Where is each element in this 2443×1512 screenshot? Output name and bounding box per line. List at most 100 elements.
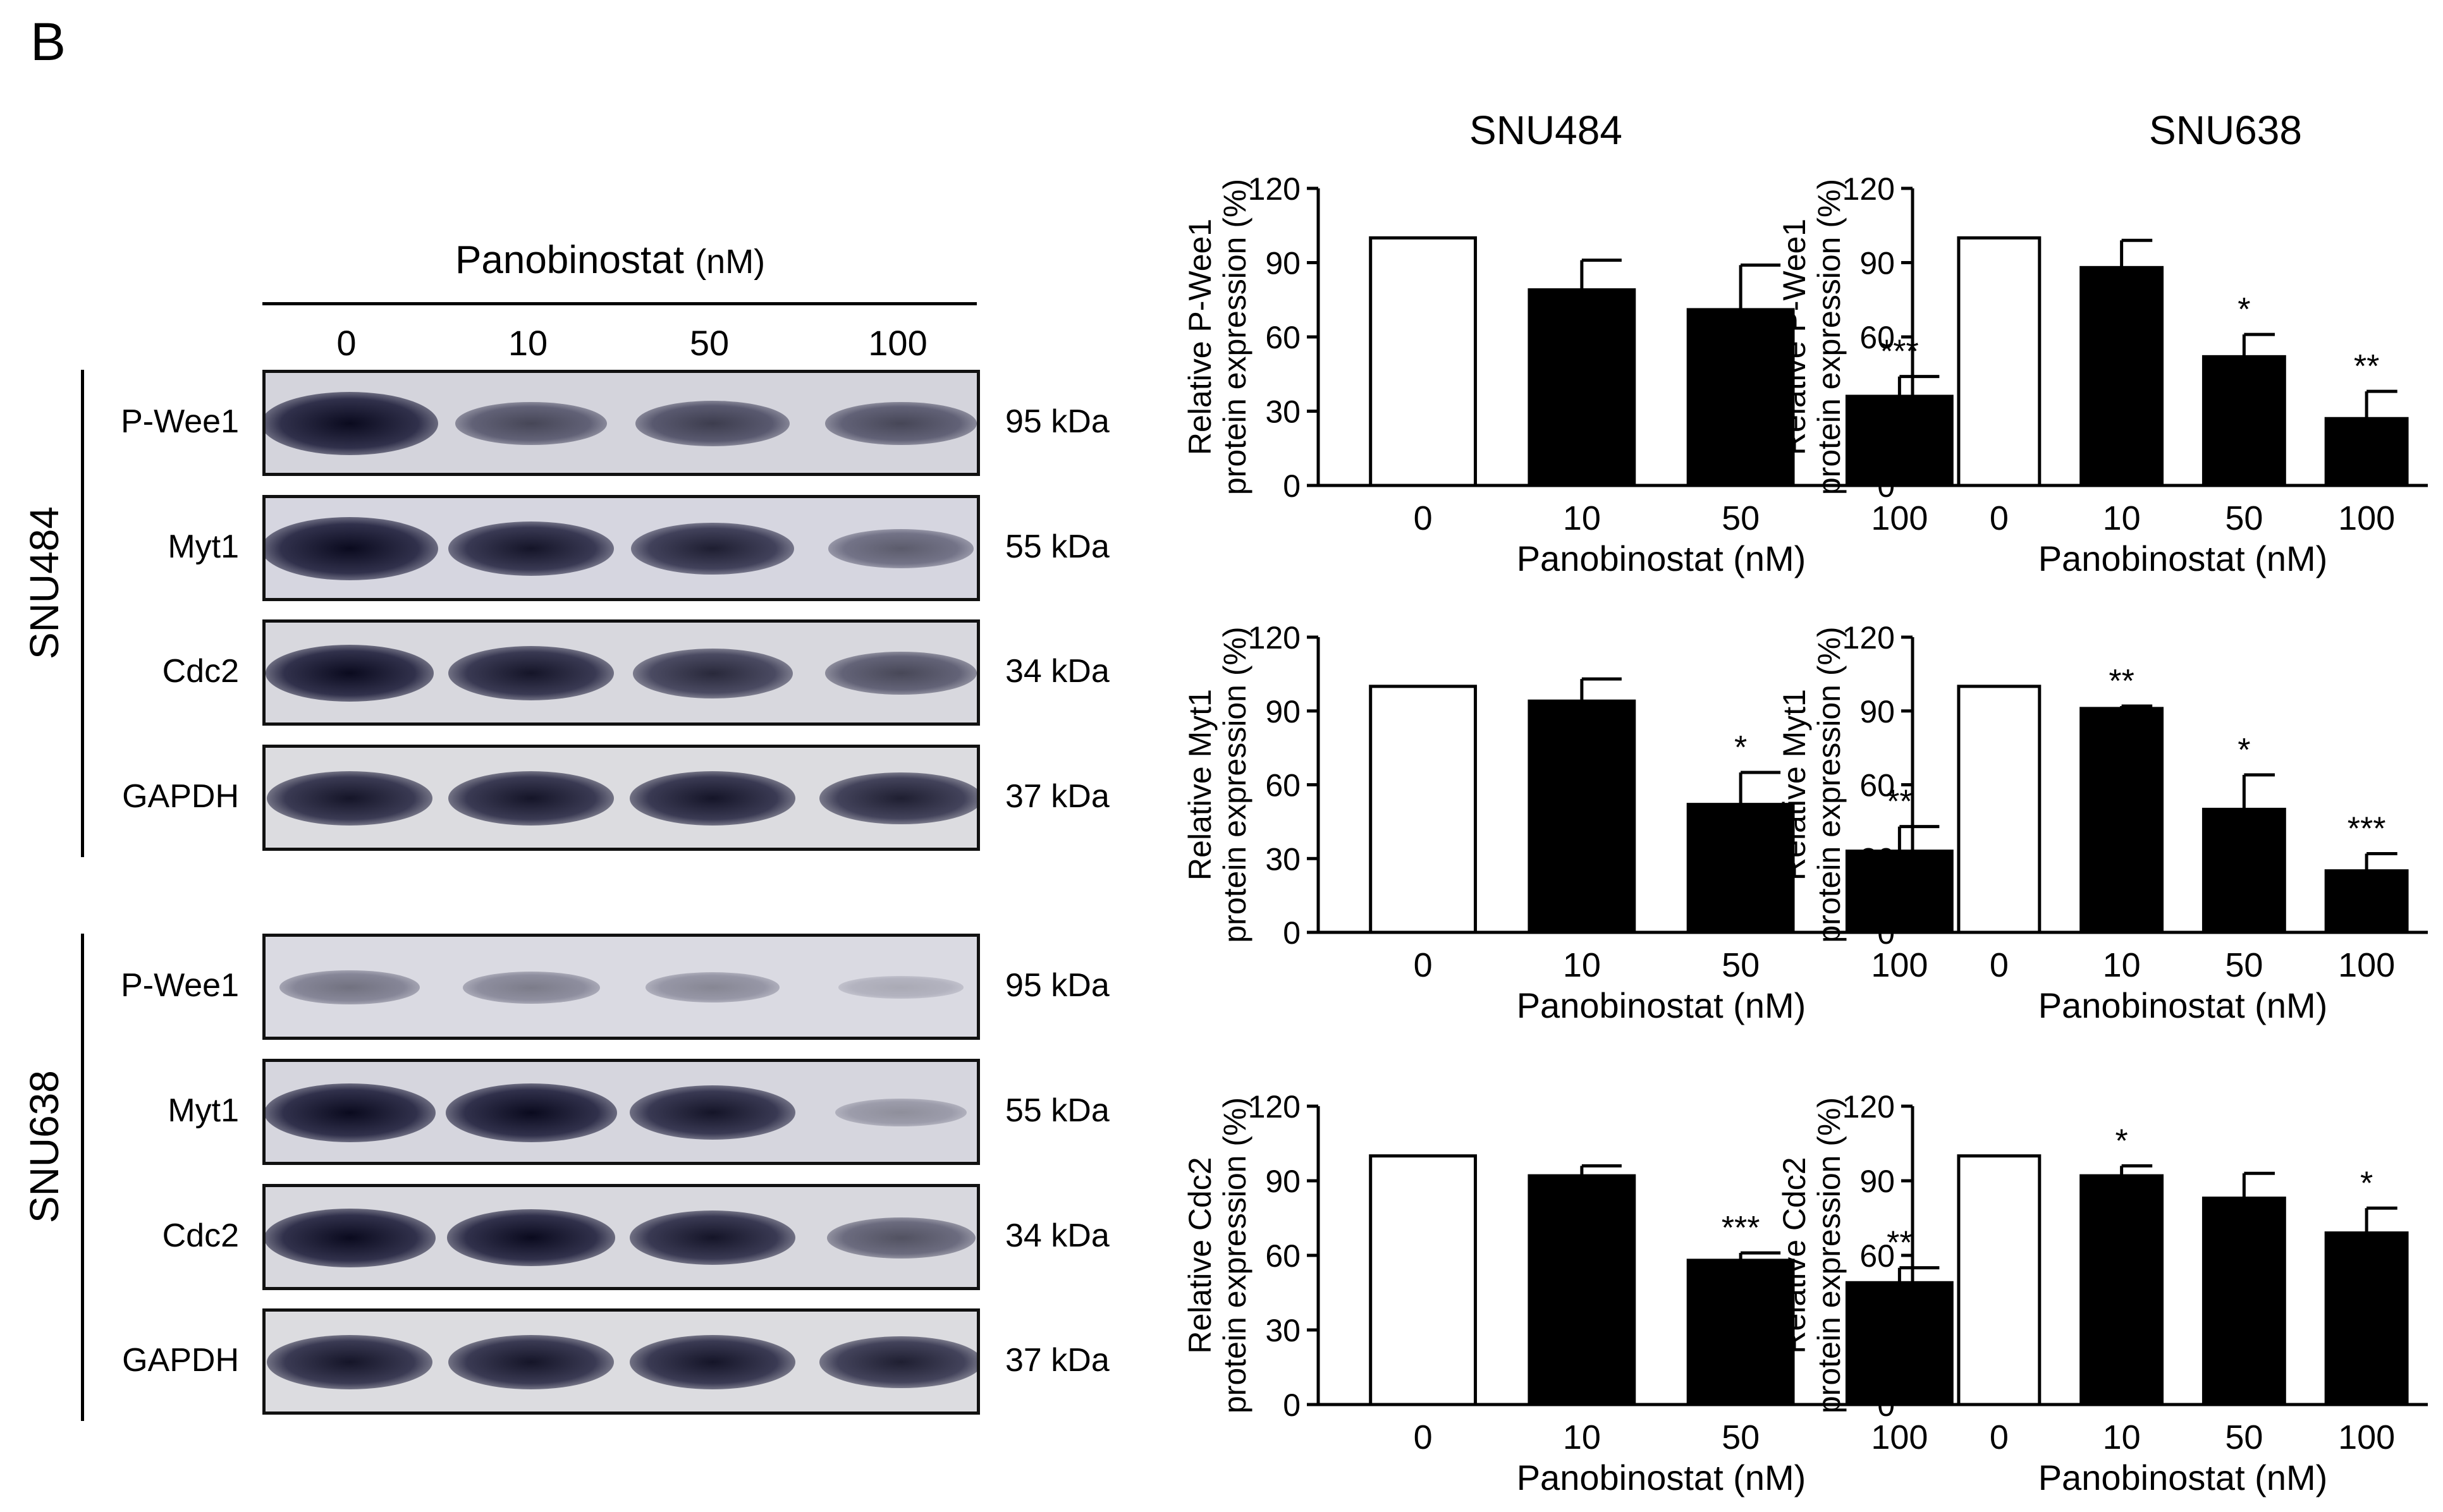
protein-band [448, 521, 614, 576]
protein-band [635, 401, 790, 446]
y-tick-label: 90 [1265, 246, 1301, 281]
treatment-bar [2079, 265, 2164, 487]
x-tick-label: 10 [2103, 499, 2141, 537]
blot-strip [262, 1059, 980, 1165]
control-bar [1957, 236, 2042, 487]
x-tick-label: 0 [1990, 1418, 2009, 1456]
y-axis-label: Relative Cdc2 [1182, 1157, 1218, 1353]
y-tick-label: 0 [1283, 1387, 1301, 1423]
treatment-bar [2201, 355, 2286, 487]
treatment-bar [1845, 1281, 1954, 1406]
x-axis-label: Panobinostat (nM) [1517, 985, 1806, 1025]
y-axis-label: Relative Cdc2 [1777, 1157, 1812, 1353]
x-tick-label: 100 [2338, 1418, 2395, 1456]
molecular-weight-label: 34 kDa [1005, 1217, 1110, 1254]
protein-label: Myt1 [168, 528, 239, 565]
protein-label: GAPDH [122, 1342, 239, 1379]
protein-band [455, 401, 607, 446]
protein-label: Cdc2 [162, 653, 239, 690]
molecular-weight-label: 37 kDa [1005, 778, 1110, 815]
lane-label: 0 [336, 323, 357, 363]
protein-band [630, 1335, 795, 1389]
y-tick-label: 120 [1248, 171, 1301, 207]
y-tick-label: 120 [1248, 1089, 1301, 1125]
x-tick-label: 100 [1871, 946, 1928, 984]
x-tick-label: 100 [2338, 499, 2395, 537]
x-tick-label: 0 [1414, 499, 1433, 537]
y-axis-label: protein expression (%) [1217, 626, 1252, 942]
y-axis-label: protein expression (%) [1217, 179, 1252, 495]
protein-band [448, 646, 614, 700]
protein-band [630, 1210, 795, 1265]
molecular-weight-label: 55 kDa [1005, 528, 1110, 565]
y-tick-label: 30 [1859, 394, 1895, 430]
protein-band [825, 401, 977, 446]
control-bar [1957, 685, 2042, 934]
y-axis-label: Relative Myt1 [1182, 689, 1218, 881]
treatment-bar [2079, 707, 2164, 934]
protein-band [645, 972, 780, 1003]
y-tick-label: 30 [1265, 1313, 1301, 1348]
protein-band [266, 392, 438, 455]
x-axis-label: Panobinostat (nM) [2038, 985, 2328, 1025]
protein-band [632, 648, 793, 698]
protein-band [826, 1217, 976, 1259]
treatment-bar [2324, 869, 2409, 934]
x-tick-label: 50 [2225, 946, 2263, 984]
protein-label: Cdc2 [162, 1217, 239, 1254]
molecular-weight-label: 95 kDa [1005, 967, 1110, 1004]
treatment-bar [1528, 288, 1636, 487]
chart-title: SNU484 [1469, 107, 1622, 153]
cell-line-bracket [81, 370, 84, 857]
blot-title: Panobinostat (nM) [455, 238, 765, 283]
protein-band [462, 971, 600, 1004]
protein-band [828, 529, 974, 568]
blot-title-unit: (nM) [695, 243, 766, 281]
blot-strip [262, 1184, 980, 1290]
y-tick-label: 60 [1265, 320, 1301, 355]
x-tick-label: 0 [1414, 1418, 1433, 1456]
x-tick-label: 10 [1563, 1418, 1601, 1456]
panel-label: B [30, 12, 66, 71]
x-tick-label: 100 [1871, 1418, 1928, 1456]
protein-band [267, 1335, 432, 1389]
x-tick-label: 50 [1722, 499, 1760, 537]
blot-title-text: Panobinostat [455, 238, 684, 282]
y-axis-label: Relative Myt1 [1777, 689, 1812, 881]
y-tick-label: 0 [1283, 468, 1301, 504]
x-axis-label: Panobinostat (nM) [2038, 539, 2328, 578]
y-tick-label: 60 [1265, 768, 1301, 803]
y-tick-label: 90 [1859, 246, 1895, 281]
blot-strip [262, 745, 980, 851]
blot-strip [262, 1308, 980, 1415]
x-tick-label: 0 [1414, 946, 1433, 984]
protein-band [266, 1208, 436, 1267]
y-axis-label: protein expression (%) [1811, 626, 1847, 942]
y-tick-label: 0 [1877, 468, 1895, 504]
cell-line-bracket [81, 934, 84, 1421]
x-tick-label: 50 [2225, 499, 2263, 537]
x-tick-label: 50 [1722, 1418, 1760, 1456]
blot-strip [262, 619, 980, 726]
protein-band [279, 970, 420, 1005]
y-tick-label: 90 [1859, 694, 1895, 729]
significance-marker: ** [1887, 784, 1912, 820]
y-tick-label: 60 [1859, 1238, 1895, 1274]
y-tick-label: 120 [1248, 620, 1301, 655]
significance-marker: * [2115, 1123, 2128, 1159]
protein-band [445, 1083, 617, 1142]
x-tick-label: 100 [1871, 499, 1928, 537]
x-tick-label: 10 [2103, 1418, 2141, 1456]
significance-marker: *** [1722, 1210, 1760, 1247]
x-axis-label: Panobinostat (nM) [1517, 1458, 1806, 1497]
y-tick-label: 90 [1265, 694, 1301, 729]
lane-label: 10 [508, 323, 548, 363]
x-tick-label: 0 [1990, 499, 2009, 537]
y-axis-label: protein expression (%) [1811, 1097, 1847, 1413]
control-bar [1369, 236, 1478, 487]
y-tick-label: 90 [1265, 1164, 1301, 1199]
y-tick-label: 0 [1283, 915, 1301, 951]
treatment-bar [2324, 417, 2409, 487]
y-axis-label: Relative P-Wee1 [1777, 219, 1812, 455]
